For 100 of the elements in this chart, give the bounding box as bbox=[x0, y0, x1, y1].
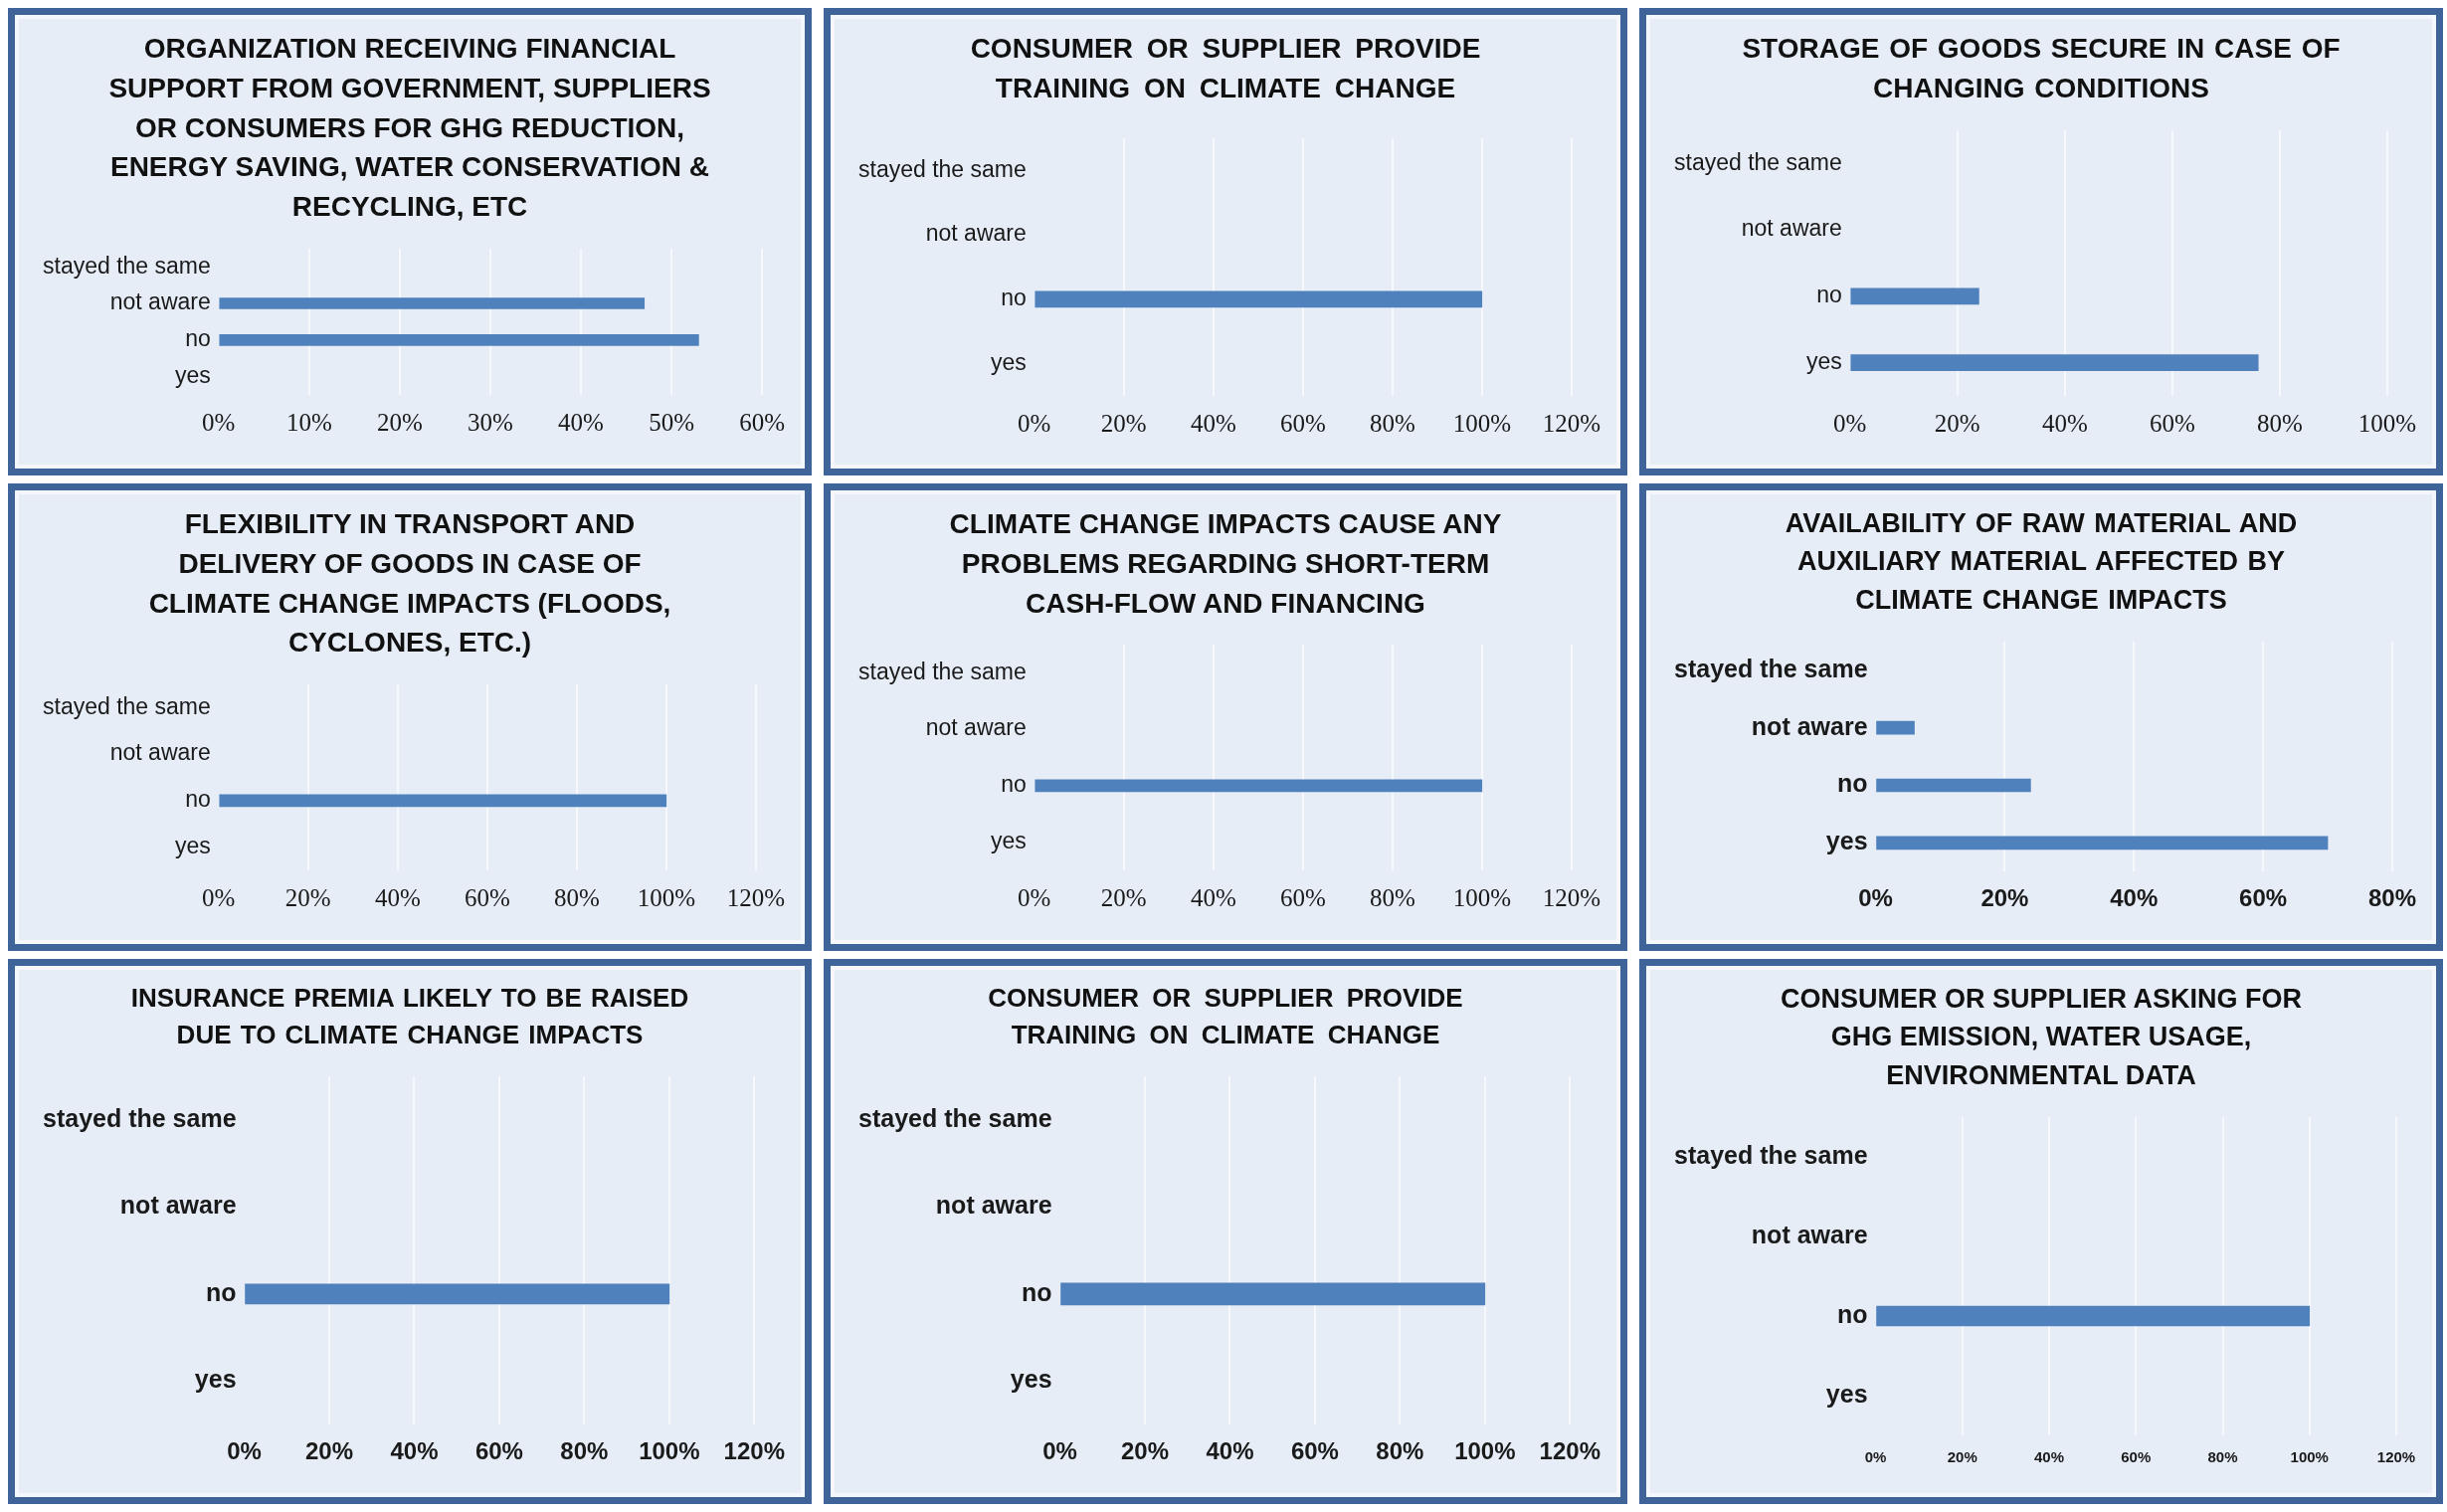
x-tick-label: 60% bbox=[2121, 1448, 2152, 1466]
x-tick-label: 60% bbox=[1279, 883, 1326, 911]
x-tick-label: 0% bbox=[1864, 1448, 1887, 1466]
x-tick-label: 80% bbox=[553, 883, 600, 911]
x-tick-label: 80% bbox=[2256, 409, 2303, 437]
y-tick-label: yes bbox=[1805, 347, 1842, 374]
x-tick-label: 0% bbox=[1042, 1437, 1077, 1465]
x-tick-label: 20% bbox=[1934, 409, 1980, 437]
x-tick-label: 100% bbox=[1452, 409, 1511, 437]
x-tick-label: 100% bbox=[1452, 883, 1511, 911]
x-tick-label: 60% bbox=[2149, 409, 2195, 437]
x-tick-label: 0% bbox=[1858, 884, 1893, 912]
x-tick-label: 80% bbox=[1369, 883, 1415, 911]
x-tick-label: 0% bbox=[227, 1437, 262, 1465]
y-tick-label: yes bbox=[174, 832, 211, 858]
y-tick-label: not aware bbox=[119, 1191, 237, 1220]
x-tick-label: 60% bbox=[474, 1437, 523, 1465]
y-tick-label: not aware bbox=[935, 1191, 1052, 1220]
x-tick-label: 0% bbox=[1018, 409, 1051, 437]
y-tick-label: stayed the same bbox=[857, 155, 1027, 182]
x-tick-label: 40% bbox=[558, 408, 604, 436]
y-tick-label: yes bbox=[1010, 1365, 1052, 1394]
y-tick-label: stayed the same bbox=[858, 1103, 1052, 1132]
y-tick-label: not aware bbox=[109, 288, 211, 315]
chart-title: FLEXIBILITY IN TRANSPORT AND DELIVERY OF GOODS IN CASE OF CLIMATE CHANGE IMPACTS (FLOODS, CYCLONES, ETC.) bbox=[147, 507, 672, 661]
chart-title: INSURANCE PREMIA LIKELY TO BE RAISED DUE TO CLIMATE CHANGE IMPACTS bbox=[129, 982, 690, 1051]
x-tick-label: 80% bbox=[2207, 1448, 2238, 1466]
x-tick-label: 80% bbox=[2367, 884, 2417, 912]
y-tick-label: no bbox=[1022, 1277, 1052, 1306]
x-tick-label: 60% bbox=[1290, 1437, 1339, 1465]
chart-title: CONSUMER OR SUPPLIER PROVIDE TRAINING ON CLIMATE CHANGE bbox=[969, 32, 1482, 105]
x-tick-label: 0% bbox=[1833, 409, 1867, 437]
y-tick-label: yes bbox=[1825, 1379, 1868, 1408]
x-tick-label: 0% bbox=[202, 883, 236, 911]
x-tick-label: 120% bbox=[1542, 409, 1600, 437]
x-tick-label: 0% bbox=[1018, 883, 1051, 911]
y-tick-label: no bbox=[1837, 769, 1868, 798]
x-tick-label: 100% bbox=[1454, 1437, 1516, 1465]
x-tick-label: 100% bbox=[2290, 1448, 2329, 1466]
y-tick-label: no bbox=[206, 1277, 237, 1306]
x-tick-label: 20% bbox=[1120, 1437, 1170, 1465]
y-tick-label: not aware bbox=[1751, 711, 1868, 740]
y-tick-label: stayed the same bbox=[43, 1103, 237, 1132]
x-tick-label: 40% bbox=[390, 1437, 439, 1465]
x-tick-label: 100% bbox=[637, 883, 695, 911]
x-tick-label: 40% bbox=[2034, 1448, 2065, 1466]
y-tick-label: stayed the same bbox=[1674, 1140, 1868, 1169]
x-tick-label: 100% bbox=[639, 1437, 700, 1465]
x-tick-label: 50% bbox=[649, 408, 694, 436]
x-tick-label: 0% bbox=[202, 408, 236, 436]
x-tick-label: 30% bbox=[468, 408, 513, 436]
chart-title: CONSUMER OR SUPPLIER PROVIDE TRAINING ON CLIMATE CHANGE bbox=[987, 982, 1464, 1051]
y-tick-label: not aware bbox=[109, 739, 211, 766]
x-tick-label: 60% bbox=[1279, 409, 1326, 437]
y-tick-label: yes bbox=[194, 1365, 237, 1394]
x-tick-label: 60% bbox=[739, 408, 785, 436]
chart-title: STORAGE OF GOODS SECURE IN CASE OF CHANGING CONDITIONS bbox=[1741, 32, 2342, 105]
y-tick-label: stayed the same bbox=[1674, 654, 1868, 682]
x-tick-label: 120% bbox=[726, 883, 785, 911]
x-tick-label: 80% bbox=[1369, 409, 1415, 437]
bar bbox=[1876, 778, 2031, 793]
x-tick-label: 20% bbox=[1980, 884, 2029, 912]
y-tick-label: stayed the same bbox=[857, 658, 1027, 684]
y-tick-label: no bbox=[1001, 771, 1027, 798]
chart-title: ORGANIZATION RECEIVING FINANCIAL SUPPORT FROM GOVERNMENT, SUPPLIERS OR CONSUMERS FOR GHG REDUCTION, ENERGY SAVING, WATER CONSERVATION & RECYCLING, ETC bbox=[107, 32, 712, 224]
chart-title: CLIMATE CHANGE IMPACTS CAUSE ANY PROBLEMS REGARDING SHORT-TERM CASH-FLOW AND FINANCING bbox=[948, 507, 1503, 621]
y-tick-label: yes bbox=[174, 361, 211, 388]
y-tick-label: no bbox=[1816, 281, 1842, 307]
chart-title: CONSUMER OR SUPPLIER ASKING FOR GHG EMISSION, WATER USAGE, ENVIRONMENTAL DATA bbox=[1779, 983, 2303, 1092]
bar bbox=[1876, 836, 2329, 850]
x-tick-label: 40% bbox=[1206, 1437, 1254, 1465]
x-tick-label: 20% bbox=[1947, 1448, 1977, 1466]
x-tick-label: 20% bbox=[376, 408, 423, 436]
x-tick-label: 20% bbox=[304, 1437, 354, 1465]
y-tick-label: no bbox=[1837, 1299, 1868, 1328]
bar bbox=[1876, 720, 1915, 735]
x-tick-label: 120% bbox=[2376, 1448, 2416, 1466]
x-tick-label: 40% bbox=[1190, 883, 1236, 911]
x-tick-label: 40% bbox=[374, 883, 421, 911]
y-tick-label: stayed the same bbox=[1673, 148, 1842, 175]
chart-title: AVAILABILITY OF RAW MATERIAL AND AUXILIARY MATERIAL AFFECTED BY CLIMATE CHANGE IMPACTS bbox=[1784, 507, 2299, 617]
x-tick-label: 60% bbox=[2239, 884, 2288, 912]
x-tick-label: 20% bbox=[284, 883, 331, 911]
x-tick-label: 120% bbox=[1542, 883, 1600, 911]
x-tick-label: 40% bbox=[1190, 409, 1236, 437]
y-tick-label: not aware bbox=[1741, 214, 1842, 241]
y-tick-label: yes bbox=[1825, 827, 1868, 855]
y-tick-label: stayed the same bbox=[42, 252, 211, 279]
y-tick-label: no bbox=[1001, 284, 1027, 310]
y-tick-label: no bbox=[185, 786, 211, 813]
x-tick-label: 100% bbox=[2357, 409, 2416, 437]
x-tick-label: 120% bbox=[723, 1437, 785, 1465]
y-tick-label: not aware bbox=[925, 219, 1027, 246]
x-tick-label: 60% bbox=[464, 883, 510, 911]
x-tick-label: 120% bbox=[1539, 1437, 1600, 1465]
x-tick-label: 80% bbox=[560, 1437, 609, 1465]
x-tick-label: 10% bbox=[285, 408, 332, 436]
x-tick-label: 20% bbox=[1100, 409, 1147, 437]
x-tick-label: 40% bbox=[2110, 884, 2159, 912]
x-tick-label: 40% bbox=[2041, 409, 2088, 437]
